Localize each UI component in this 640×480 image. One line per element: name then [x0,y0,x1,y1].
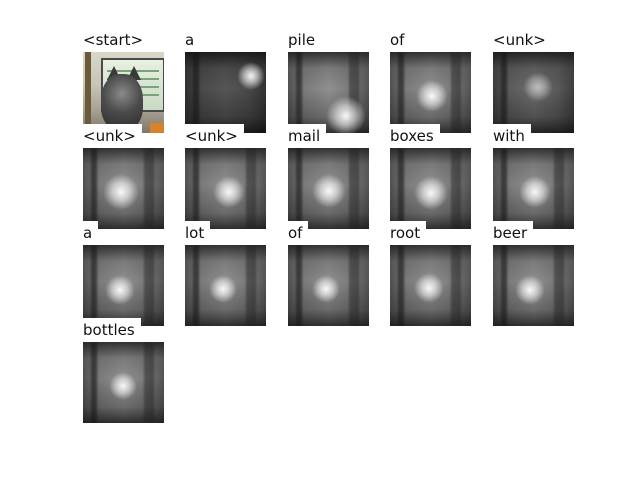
attention-map [83,342,164,423]
caption-word: root [390,221,427,245]
attention-map [493,245,574,326]
attention-map [83,148,164,229]
caption-word: <unk> [493,28,552,52]
caption-word: a [185,28,201,52]
caption-word: beer [493,221,534,245]
caption-word: <unk> [185,124,244,148]
caption-word: pile [288,28,322,52]
attention-map [83,245,164,326]
attention-map [288,148,369,229]
attention-map [390,245,471,326]
caption-word: boxes [390,124,440,148]
attention-map [185,245,266,326]
attention-map [185,148,266,229]
caption-word: <unk> [83,124,142,148]
attention-map [185,52,266,133]
original-photo [83,52,164,133]
attention-map [493,148,574,229]
caption-word: a [83,221,99,245]
caption-word: mail [288,124,327,148]
attention-map [288,245,369,326]
attention-map [288,52,369,133]
attention-map [493,52,574,133]
caption-word: bottles [83,318,141,342]
caption-word: with [493,124,531,148]
attention-map [390,52,471,133]
caption-word: lot [185,221,211,245]
caption-word: of [390,28,411,52]
caption-word: <start> [83,28,150,52]
caption-word: of [288,221,309,245]
attention-map [390,148,471,229]
